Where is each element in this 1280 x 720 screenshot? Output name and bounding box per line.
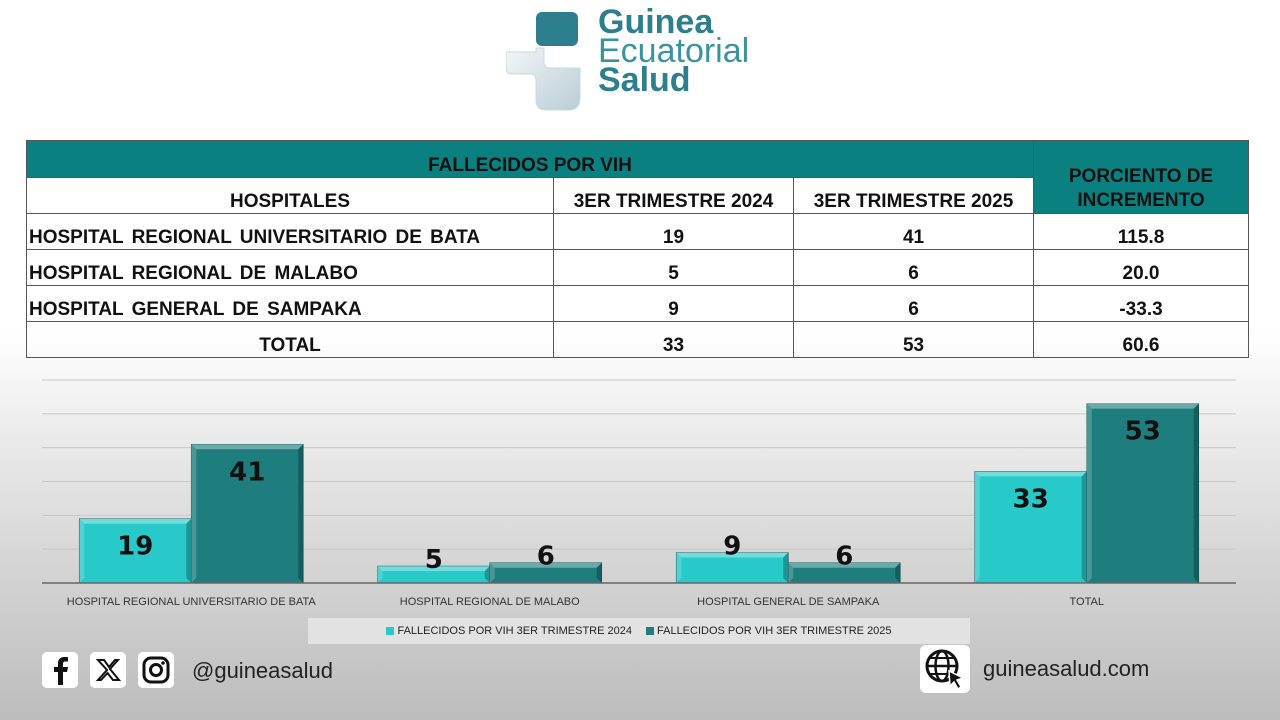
legend-swatch-2025 [646, 627, 654, 635]
category-label: HOSPITAL REGIONAL UNIVERSITARIO DE BATA [67, 596, 317, 608]
bar-bevel-top [974, 471, 1087, 477]
instagram-icon[interactable] [138, 652, 174, 688]
bar-bevel-right [298, 444, 304, 583]
chart-legend: FALLECIDOS POR VIH 3ER TRIMESTRE 2024 FA… [308, 618, 970, 644]
bar-bevel-right [895, 562, 901, 583]
row-2025: 6 [792, 249, 1035, 286]
data-label: 6 [835, 542, 853, 572]
row-2025: 53 [792, 321, 1035, 358]
website-link[interactable]: guineasalud.com [983, 656, 1150, 681]
logo: Guinea Ecuatorial Salud [506, 3, 796, 118]
data-label: 53 [1125, 417, 1161, 447]
bar-bevel-top [79, 518, 192, 524]
legend-label-2025: FALLECIDOS POR VIH 3ER TRIMESTRE 2025 [657, 625, 892, 637]
row-name: HOSPITAL GENERAL DE SAMPAKA [26, 285, 554, 322]
data-label: 33 [1013, 484, 1049, 514]
data-label: 41 [229, 457, 265, 487]
row-2025: 41 [792, 213, 1035, 250]
table-row: HOSPITAL REGIONAL UNIVERSITARIO DE BATA … [26, 213, 1250, 250]
row-name: TOTAL [26, 321, 554, 358]
row-pct: 60.6 [1033, 321, 1250, 358]
data-table: FALLECIDOS POR VIH PORCIENTO DE INCREMEN… [25, 140, 1250, 358]
bar-bevel-top [191, 444, 304, 450]
legend-item-2024: FALLECIDOS POR VIH 3ER TRIMESTRE 2024 [386, 625, 632, 637]
row-2024: 19 [553, 213, 794, 250]
bar-bevel-top [676, 552, 789, 558]
globe-cursor-icon[interactable] [920, 645, 970, 693]
bar-bevel-top [377, 566, 490, 572]
table-row-total: TOTAL 33 53 60.6 [26, 321, 1250, 358]
legend-item-2025: FALLECIDOS POR VIH 3ER TRIMESTRE 2025 [646, 625, 892, 637]
bar [78, 518, 192, 584]
social-handle[interactable]: @guineasalud [192, 658, 333, 683]
col-header-hospitales: HOSPITALES [26, 177, 554, 214]
bar-bevel-left [377, 566, 383, 583]
facebook-icon[interactable] [42, 652, 78, 688]
bar-bevel-right [1081, 471, 1087, 583]
bar [1086, 403, 1200, 584]
bar-bevel-right [783, 552, 789, 583]
bar-bevel-right [186, 518, 192, 583]
row-2024: 5 [553, 249, 794, 286]
x-icon[interactable] [90, 652, 126, 688]
bar [190, 443, 304, 584]
bar-bevel-right [1193, 403, 1199, 583]
row-name: HOSPITAL REGIONAL DE MALABO [26, 249, 554, 286]
bar-bevel-top [788, 562, 901, 568]
data-label: 6 [537, 542, 555, 572]
table-row: HOSPITAL REGIONAL DE MALABO 5 6 20.0 [26, 249, 1250, 286]
bar [974, 471, 1088, 584]
bar-bevel-top [1086, 403, 1199, 409]
row-pct: 115.8 [1033, 213, 1250, 250]
row-2024: 9 [553, 285, 794, 322]
bar [675, 552, 789, 584]
bar-bevel-right [484, 566, 490, 583]
col-header-pct: PORCIENTO DE INCREMENTO [1033, 140, 1250, 214]
bar-bevel-left [79, 518, 85, 583]
row-2025: 6 [792, 285, 1035, 322]
category-label: HOSPITAL GENERAL DE SAMPAKA [697, 596, 880, 608]
legend-label-2024: FALLECIDOS POR VIH 3ER TRIMESTRE 2024 [397, 625, 632, 637]
table-row: HOSPITAL GENERAL DE SAMPAKA 9 6 -33.3 [26, 285, 1250, 322]
bar-bevel-left [191, 444, 197, 583]
data-label: 5 [425, 545, 443, 575]
logo-line-2: Ecuatorial [598, 32, 750, 70]
logo-line-3: Salud [598, 61, 691, 99]
bar-bevel-top [489, 562, 602, 568]
bar-bevel-left [788, 562, 794, 583]
logo-line-1: Guinea [598, 3, 714, 41]
data-label: 19 [117, 532, 153, 562]
row-name: HOSPITAL REGIONAL UNIVERSITARIO DE BATA [26, 213, 554, 250]
category-label: HOSPITAL REGIONAL DE MALABO [400, 596, 580, 608]
bar-bevel-left [974, 471, 980, 583]
bar-bevel-left [676, 552, 682, 583]
col-header-2025: 3ER TRIMESTRE 2025 [792, 177, 1035, 214]
bar-bevel-left [489, 562, 495, 583]
row-pct: 20.0 [1033, 249, 1250, 286]
data-label: 9 [723, 532, 741, 562]
legend-swatch-2024 [386, 627, 395, 635]
bar-bevel-left [1086, 403, 1092, 583]
logo-mark-icon [506, 12, 581, 111]
category-label: TOTAL [1070, 596, 1104, 608]
bar-bevel-right [596, 562, 602, 583]
